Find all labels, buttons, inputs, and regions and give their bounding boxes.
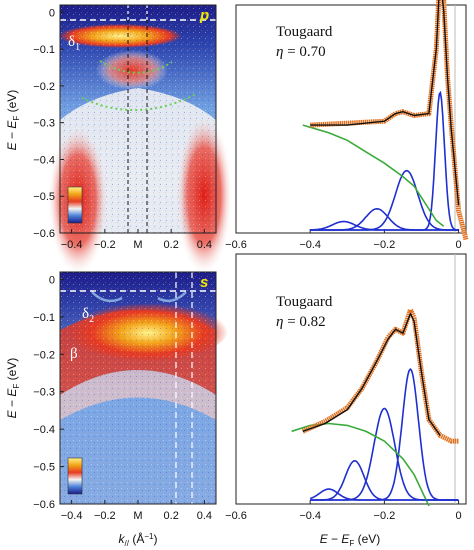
y-tick-label: −0.4	[33, 154, 55, 166]
fit-curve	[310, 0, 460, 206]
y-tick-label: −0.3	[33, 387, 55, 399]
y-tick-label: −0.1	[33, 44, 55, 56]
x-tick-label: M	[133, 239, 142, 251]
x-tick-label: 0.4	[197, 239, 212, 251]
x-tick-label: −0.4	[61, 510, 83, 522]
x-tick-label: −0.2	[374, 510, 396, 522]
y-tick-label: −0.2	[33, 81, 55, 93]
x-tick-label: −0.2	[94, 239, 116, 251]
y-tick-label: −0.2	[33, 349, 55, 361]
ylabel-bottom: E − EF (eV)	[5, 358, 21, 419]
x-tick-label: 0	[456, 510, 462, 522]
y-tick-label: −0.1	[33, 312, 55, 324]
feature-label-beta: β	[70, 346, 78, 362]
edc-panel-top	[235, 4, 467, 234]
y-tick-label: 0	[49, 7, 55, 19]
y-tick-label: −0.5	[33, 191, 55, 203]
y-tick-label: −0.6	[33, 228, 55, 240]
y-tick-label: −0.4	[33, 424, 55, 436]
feature-label-delta2: δ2	[82, 306, 94, 325]
eta-label-top: η = 0.70	[276, 44, 326, 60]
y-tick-label: −0.6	[33, 499, 55, 511]
x-tick-label: 0.2	[164, 239, 179, 251]
arpes-panel-s: δ2 β s	[59, 271, 228, 505]
xlabel-k: k// (Å−1)	[119, 531, 158, 548]
method-label-top: Tougaard	[276, 24, 333, 40]
x-tick-label: −0.2	[374, 239, 396, 251]
x-tick-label: 0	[456, 239, 462, 251]
feature-label-delta1: δ1	[68, 34, 80, 53]
x-tick-label: −0.2	[94, 510, 116, 522]
x-tick-label: −0.4	[61, 239, 83, 251]
fit-curve	[302, 312, 441, 436]
method-label-bottom: Tougaard	[276, 294, 333, 310]
xlabel-energy: E − EF (eV)	[320, 532, 381, 548]
arpes-panel-p: δ1 p	[48, 4, 232, 275]
x-tick-label: −0.6	[225, 510, 247, 522]
x-tick-label: 0.2	[164, 510, 179, 522]
x-tick-label: 0.4	[197, 510, 212, 522]
eta-label-bottom: η = 0.82	[276, 314, 326, 330]
y-tick-label: −0.3	[33, 118, 55, 130]
panel-letter-s: s	[200, 274, 208, 291]
y-tick-label: −0.5	[33, 462, 55, 474]
colorbar	[67, 186, 83, 224]
colorbar	[67, 457, 83, 495]
panel-letter-p: p	[199, 7, 209, 24]
ylabel-top: E − EF (eV)	[5, 90, 21, 151]
x-tick-label: −0.6	[225, 239, 247, 251]
y-tick-label: 0	[49, 274, 55, 286]
x-tick-label: −0.4	[299, 239, 321, 251]
x-tick-label: −0.4	[299, 510, 321, 522]
background-curve	[302, 124, 445, 227]
x-tick-label: M	[133, 510, 142, 522]
edc-panel-bottom	[235, 253, 467, 505]
